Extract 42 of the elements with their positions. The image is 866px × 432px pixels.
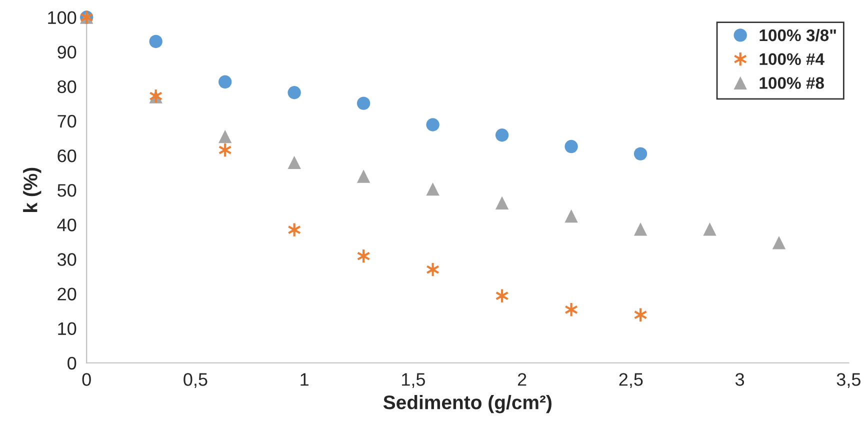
y-tick-label: 20 [58, 288, 76, 300]
point [356, 170, 370, 183]
x-tick-label: 0,5 [184, 373, 208, 388]
x-tick-label: 3 [735, 373, 744, 386]
y-tick-label: 90 [58, 46, 76, 59]
y-axis-title: k (%) [23, 168, 42, 212]
x-tick-label: 1 [300, 373, 308, 386]
x-tick-label: 3,5 [836, 373, 860, 388]
y-tick-label: 30 [57, 253, 76, 266]
x-axis-title: Sedimento (g/cm²) [383, 394, 552, 414]
point [356, 96, 370, 110]
point [703, 222, 716, 236]
y-tick-label: 50 [58, 184, 76, 197]
point [288, 86, 301, 100]
legend-label: 100% #4 [760, 53, 824, 66]
legend-label: 100% 3/8" [760, 28, 836, 42]
point [634, 222, 648, 236]
point [495, 196, 509, 210]
point [288, 156, 301, 170]
x-tick-label: 2,5 [619, 373, 643, 388]
point [495, 128, 509, 142]
x-tick-label: 2 [518, 373, 526, 386]
point [564, 302, 578, 318]
point [634, 147, 648, 160]
point [772, 236, 786, 250]
y-tick-label: 40 [57, 218, 76, 232]
point [218, 75, 232, 89]
point [426, 182, 440, 196]
y-tick-label: 70 [58, 114, 76, 128]
y-tick-label: 10 [58, 322, 76, 336]
point [218, 130, 232, 144]
y-tick-label: 100 [48, 11, 76, 24]
y-tick-label: 60 [58, 149, 76, 162]
legend-label: 100% #8 [760, 77, 824, 89]
x-tick-label: 0 [82, 373, 91, 386]
point [564, 209, 578, 223]
point [149, 34, 162, 48]
x-tick-label: 1,5 [402, 373, 425, 388]
y-tick-label: 0 [68, 356, 76, 370]
y-tick-label: 80 [58, 80, 76, 94]
point [564, 140, 578, 154]
point [426, 118, 440, 132]
